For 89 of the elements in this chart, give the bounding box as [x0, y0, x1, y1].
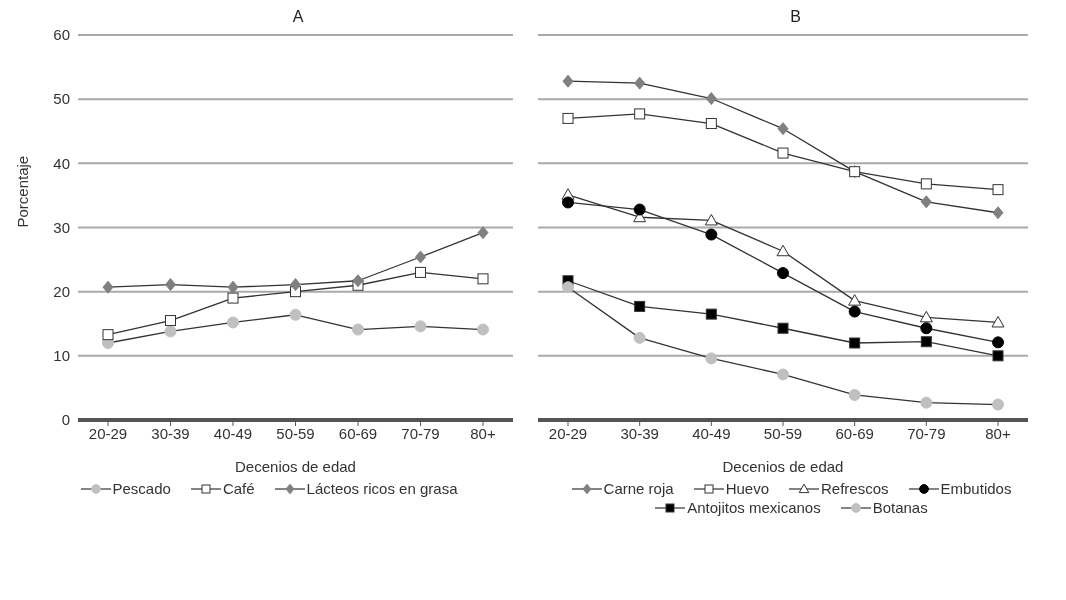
point: [289, 308, 302, 321]
point: [352, 274, 364, 288]
point: [634, 300, 646, 312]
point: [992, 184, 1004, 196]
point: [920, 336, 932, 348]
chart-title: B: [789, 8, 802, 27]
y-tick-label: 10: [53, 347, 70, 365]
point: [633, 203, 646, 216]
y-tick-label: 30: [53, 218, 70, 236]
point: [777, 122, 789, 136]
x-tick-label: 50-59: [276, 424, 315, 442]
point: [102, 280, 114, 294]
point: [777, 368, 789, 381]
y-tick-label: 20: [53, 282, 70, 300]
point: [848, 388, 861, 401]
point: [705, 228, 718, 241]
y-tick-label: 0: [61, 411, 70, 429]
point: [634, 76, 646, 90]
point: [415, 250, 426, 264]
legend-label: Pescado: [111, 480, 171, 497]
point: [776, 244, 790, 257]
point: [919, 310, 933, 323]
y-tick-label: 60: [53, 26, 70, 44]
point: [477, 226, 489, 240]
x-tick-label: 80+: [985, 424, 1011, 442]
x-tick-label: 30-39: [151, 424, 190, 442]
point: [415, 266, 426, 278]
point: [992, 336, 1004, 349]
point: [705, 92, 717, 106]
y-axis-title: Porcentaje: [14, 155, 32, 228]
point: [290, 278, 301, 292]
point: [920, 178, 932, 190]
point: [164, 325, 177, 338]
point: [352, 323, 364, 336]
x-tick-label: 70-79: [907, 424, 946, 442]
point: [777, 147, 789, 159]
point: [562, 196, 574, 209]
point: [777, 322, 789, 334]
legend-label: Carne roja: [602, 480, 674, 497]
point: [165, 278, 176, 292]
point: [562, 74, 574, 88]
legend-label: Antojitos mexicanos: [686, 499, 821, 516]
x-axis-title: Decenios de edad: [235, 458, 356, 475]
point: [920, 322, 933, 335]
point: [848, 305, 861, 318]
point: [920, 396, 933, 409]
point: [414, 320, 427, 333]
point: [562, 112, 574, 124]
point: [705, 308, 717, 320]
y-tick-label: 40: [53, 154, 70, 172]
x-tick-label: 40-49: [213, 424, 253, 442]
x-tick-label: 60-69: [835, 424, 874, 442]
x-tick-label: 30-39: [620, 424, 659, 442]
point: [477, 273, 489, 285]
point: [992, 206, 1004, 220]
point: [227, 292, 239, 304]
point: [920, 195, 932, 209]
legend-label: Embutidos: [939, 480, 1012, 497]
legend-label: Botanas: [871, 499, 928, 516]
point: [992, 350, 1004, 362]
point: [634, 108, 646, 120]
point: [633, 331, 646, 344]
x-tick-label: 80+: [470, 424, 496, 442]
x-tick-label: 50-59: [763, 424, 803, 442]
y-tick-label: 50: [53, 90, 70, 108]
point: [849, 337, 861, 349]
point: [991, 315, 1005, 328]
point: [227, 280, 239, 294]
x-axis-title: Decenios de edad: [722, 458, 844, 475]
point: [777, 267, 789, 280]
chart-title: A: [292, 8, 304, 25]
x-tick-label: 20-29: [88, 424, 128, 442]
x-tick-label: 70-79: [401, 424, 440, 442]
x-tick-label: 40-49: [692, 424, 731, 442]
point: [477, 323, 489, 336]
x-tick-label: 60-69: [338, 424, 378, 442]
legend-label: Café: [221, 480, 255, 497]
point: [705, 352, 718, 365]
point: [705, 118, 717, 130]
legend-label: Huevo: [724, 480, 769, 497]
legend-label: Lácteos ricos en grasa: [305, 480, 458, 497]
point: [165, 315, 176, 327]
point: [102, 329, 114, 341]
point: [227, 316, 239, 329]
x-tick-label: 20-29: [548, 424, 588, 442]
point: [704, 213, 718, 226]
point: [992, 398, 1004, 411]
point: [848, 294, 862, 306]
legend-label: Refrescos: [820, 480, 889, 497]
